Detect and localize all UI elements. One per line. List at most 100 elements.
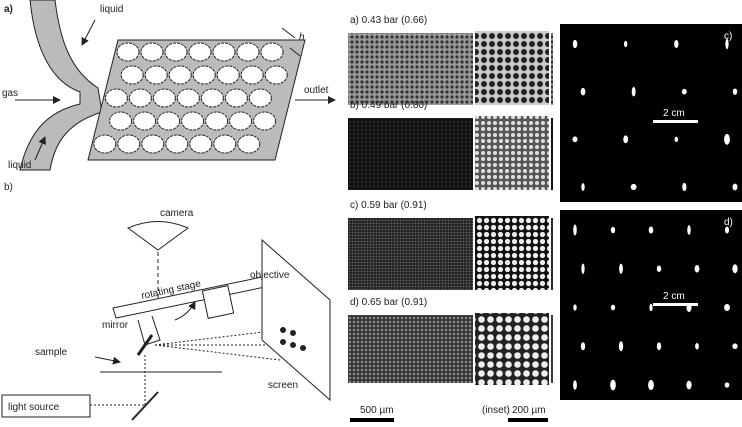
spot: [694, 265, 700, 273]
spot: [610, 226, 616, 234]
panel-label: c): [724, 31, 732, 42]
inset: [473, 114, 551, 192]
bubble: [141, 134, 165, 154]
spot: [623, 135, 629, 144]
label: sample: [35, 347, 68, 358]
spot: [695, 343, 699, 350]
spot: [687, 225, 691, 235]
spot: [724, 226, 730, 234]
bubble: [248, 88, 272, 108]
spot: [648, 226, 654, 234]
spot: [610, 304, 616, 311]
bubble: [104, 88, 128, 108]
spot: [630, 183, 637, 191]
spot: [631, 86, 636, 97]
panel-label: b): [4, 182, 13, 193]
bubble: [264, 65, 288, 85]
spot: [648, 379, 654, 391]
bubble: [216, 65, 240, 85]
scale-label: 200 µm: [512, 405, 546, 416]
bubble: [133, 111, 157, 131]
label: camera: [160, 208, 194, 219]
bubble: [164, 42, 188, 62]
spot: [674, 136, 679, 142]
spot: [581, 183, 585, 191]
spot: [573, 304, 577, 311]
spot: [724, 304, 730, 311]
label: gas: [2, 88, 18, 99]
spot: [580, 87, 586, 96]
bubble: [93, 134, 117, 154]
label: outlet: [304, 85, 329, 96]
spot: [656, 342, 662, 351]
bubble: [181, 111, 205, 131]
spot: [581, 263, 585, 275]
spot: [732, 264, 738, 274]
spot: [610, 379, 616, 391]
bubble: [109, 111, 133, 131]
bubble: [212, 42, 236, 62]
scale-bar: [653, 120, 698, 123]
bubble: [189, 134, 213, 154]
bubble: [168, 65, 192, 85]
label: h: [299, 32, 305, 43]
bubble: [188, 42, 212, 62]
panel-label: d): [724, 217, 733, 228]
spot: [580, 342, 586, 351]
spot: [573, 380, 577, 390]
micrograph-label: a) 0.43 bar (0.66): [350, 15, 427, 26]
panel-b-labels: b) camera rotating stage objective mirro…: [4, 182, 298, 413]
bubbles: [93, 42, 288, 154]
spot: [686, 380, 692, 390]
spot: [724, 133, 730, 145]
spot: [724, 382, 730, 388]
spot: [623, 40, 628, 48]
bubble: [176, 88, 200, 108]
bubble: [117, 134, 141, 154]
bubble: [192, 65, 216, 85]
bubble: [213, 134, 237, 154]
spot: [619, 263, 623, 274]
panel-label: a): [4, 4, 13, 15]
photo: [560, 24, 742, 202]
scale-bars: 500 µm (inset) 200 µm: [350, 405, 548, 422]
spot: [681, 88, 687, 95]
bubble: [128, 88, 152, 108]
scale-label: (inset): [482, 405, 510, 416]
micrographs: a) 0.43 bar (0.66) b) 0.49 bar (0.80) c) 0…: [348, 15, 553, 387]
spot: [674, 39, 679, 49]
spot: [573, 224, 577, 236]
label: liquid: [8, 160, 31, 171]
bubble: [200, 88, 224, 108]
scale-label: 2 cm: [663, 291, 685, 302]
label: screen: [268, 380, 298, 391]
inset: [473, 214, 551, 292]
bubble: [152, 88, 176, 108]
bubble: [165, 134, 189, 154]
bubble: [140, 42, 164, 62]
panel-a: a) liquid gas outlet h liquid: [2, 0, 336, 171]
bubble: [229, 111, 253, 131]
bubble: [237, 134, 261, 154]
bubble: [157, 111, 181, 131]
bubble: [120, 65, 144, 85]
scale-label: 500 µm: [360, 405, 394, 416]
label: objective: [250, 270, 290, 281]
bubble: [116, 42, 140, 62]
spot: [732, 343, 738, 350]
bubble: [236, 42, 260, 62]
label: light source: [8, 402, 60, 413]
bubble: [224, 88, 248, 108]
spot: [732, 88, 738, 95]
spot: [725, 38, 729, 50]
label: mirror: [102, 320, 129, 331]
panel-b: [1, 221, 331, 421]
spot: [618, 341, 624, 352]
micrograph-label: b) 0.49 bar (0.80): [350, 100, 427, 111]
spot: [682, 182, 687, 192]
spot: [732, 183, 738, 191]
photos: c) 2 cm d) 2 cm: [560, 24, 742, 400]
bubble: [240, 65, 264, 85]
inset: [473, 29, 551, 107]
